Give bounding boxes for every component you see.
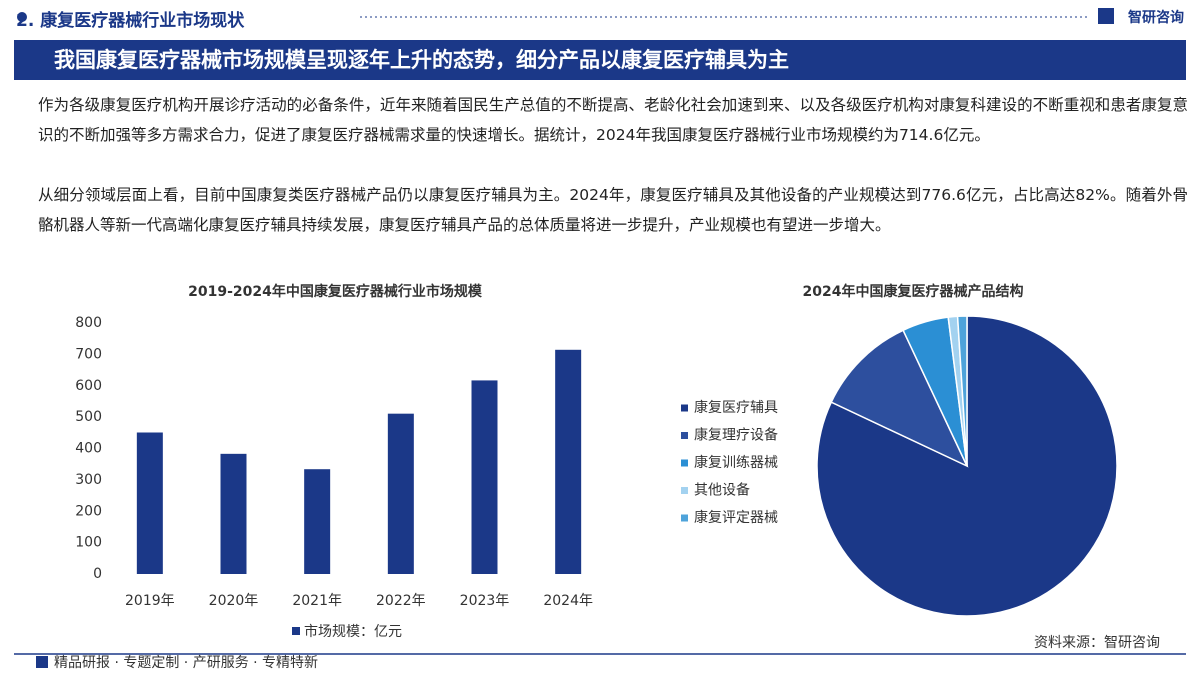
bullet [17, 12, 27, 22]
y-tick-label: 200 [75, 503, 102, 519]
section-title: 2. 康复医疗器械行业市场现状 [16, 11, 245, 31]
pie-slice [956, 315, 968, 467]
legend-swatch [681, 487, 688, 494]
pie-slice [830, 329, 969, 468]
paragraph: 作为各级康复医疗机构开展诊疗活动的必备条件，近年来随着国民生产总值的不断提高、老… [38, 96, 1188, 144]
chart-title: 2019-2024年中国康复医疗器械行业市场规模 [188, 283, 483, 300]
x-tick-label: 2024年 [543, 593, 593, 609]
footer-text: 精品研报 · 专题定制 · 产研服务 · 专精特新 [54, 655, 318, 671]
legend-swatch [681, 459, 688, 467]
bar [471, 380, 498, 574]
legend-swatch [292, 627, 300, 635]
brand: 智研咨询 [1128, 10, 1184, 26]
x-tick-label: 2020年 [209, 593, 259, 609]
x-tick-label: 2019年 [125, 593, 175, 609]
y-tick-label: 600 [75, 378, 102, 394]
legend-label: 康复理疗设备 [694, 427, 778, 444]
bar [220, 453, 247, 574]
y-tick-label: 0 [93, 566, 102, 582]
banner-title: 我国康复医疗器械市场规模呈现逐年上升的态势，细分产品以康复医疗辅具为主 [54, 48, 789, 72]
legend-label: 康复训练器械 [694, 454, 778, 471]
legend-swatch [681, 404, 688, 412]
bar [387, 413, 414, 574]
bar [304, 469, 331, 574]
bar [136, 432, 163, 574]
chart-title: 2024年中国康复医疗器械产品结构 [803, 283, 1024, 300]
paragraph: 从细分领域层面上看，目前中国康复类医疗器械产品仍以康复医疗辅具为主。2024年，… [38, 186, 1188, 234]
logo [1098, 8, 1114, 24]
y-tick-label: 300 [75, 472, 102, 488]
legend-swatch [681, 432, 688, 439]
x-tick-label: 2023年 [460, 593, 510, 609]
y-tick-label: 500 [75, 409, 102, 425]
y-tick-label: 100 [75, 535, 102, 551]
x-tick-label: 2022年 [376, 593, 426, 609]
legend-swatch [681, 514, 688, 522]
y-tick-label: 700 [75, 346, 102, 362]
y-tick-label: 400 [75, 441, 102, 457]
bar [555, 349, 582, 574]
banner: 我国康复医疗器械市场规模呈现逐年上升的态势，细分产品以康复医疗辅具为主 [14, 40, 1186, 80]
footer-icon [36, 656, 48, 668]
legend-label: 康复医疗辅具 [694, 399, 778, 416]
source: 资料来源：智研咨询 [1034, 635, 1160, 651]
legend-label: 其他设备 [694, 482, 750, 499]
y-tick-label: 800 [75, 315, 102, 331]
x-tick-label: 2021年 [292, 593, 342, 609]
legend-label: 康复评定器械 [694, 509, 778, 526]
legend-label: 市场规模：亿元 [304, 623, 402, 640]
